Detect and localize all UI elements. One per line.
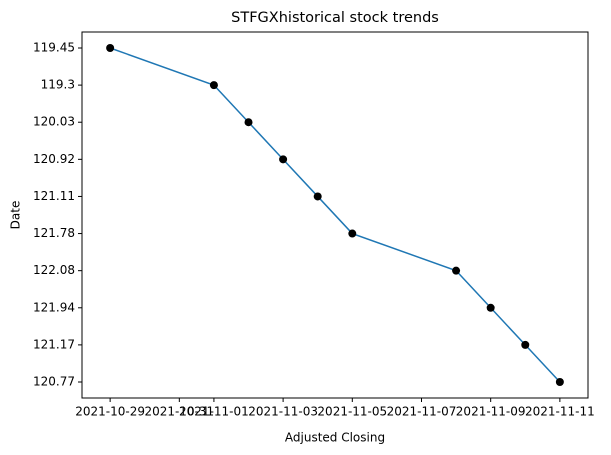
y-axis-label: Date (9, 201, 23, 230)
y-tick-label: 119.3 (41, 78, 75, 92)
x-tick-label: 2021-11-01 (179, 405, 249, 419)
x-tick-label: 2021-11-05 (317, 405, 387, 419)
x-tick-label: 2021-10-29 (75, 405, 145, 419)
y-tick-label: 121.11 (33, 189, 75, 203)
line (109, 47, 561, 383)
point (279, 155, 288, 164)
plot-frame (81, 31, 589, 399)
x-tick-label: 2021-11-11 (525, 405, 595, 419)
y-tick-label: 120.03 (33, 115, 75, 129)
point (452, 266, 461, 275)
chart-title: STFGXhistorical stock trends (231, 10, 439, 26)
x-axis-label: Adjusted Closing (285, 431, 385, 445)
y-tick-label: 121.17 (33, 337, 75, 351)
y-tick-label: 120.77 (33, 375, 75, 389)
y-tick-label: 120.92 (33, 152, 75, 166)
point (486, 303, 495, 312)
y-tick-label: 121.94 (33, 300, 75, 314)
point (106, 44, 115, 52)
x-tick-label: 2021-11-09 (456, 405, 526, 419)
x-tick-label: 2021-10-31 (144, 405, 214, 419)
point (348, 229, 357, 238)
x-tick-label: 2021-11-07 (387, 405, 457, 419)
x-tick-label: 2021-11-03 (248, 405, 318, 419)
point (209, 81, 218, 90)
y-tick-label: 121.78 (33, 226, 75, 240)
point (521, 340, 530, 349)
point (244, 118, 253, 127)
y-tick-label: 122.08 (33, 263, 75, 277)
point (555, 378, 564, 386)
point (313, 192, 322, 201)
y-tick-label: 119.45 (33, 41, 75, 55)
